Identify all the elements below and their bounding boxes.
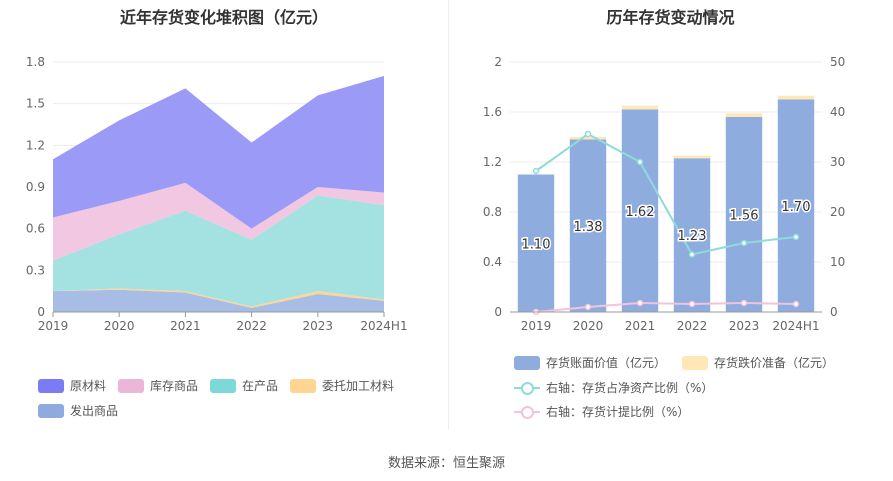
line-series [535,132,797,256]
data-source-footer: 数据来源：恒生聚源 [387,456,505,471]
bar-data-label: 1.62 [626,205,655,220]
area-series [53,75,384,229]
bar-impairment [777,95,815,100]
legend-swatch [210,378,236,393]
y2-tick-label: 20 [830,205,845,219]
y-tick-label: 0.3 [26,263,45,277]
legend-swatch [38,403,64,418]
legend-label: 右轴：存货占净资产比例（%） [546,381,714,395]
legend-swatch [514,355,540,370]
inventory-bar-chart: 00.40.81.21.62010203040501.101.381.621.2… [483,55,845,333]
line-point [740,239,748,247]
legend-item-book-value[interactable]: 存货账面价值（亿元） [514,354,666,371]
stacked-area-chart: 0 0.3 0.6 0.9 1.2 1.5 1.8 2019 2020 2021 2022 2023 2… [26,55,408,333]
line-point [636,299,644,307]
bar-impairment [569,137,607,140]
x-tick-label: 2022 [677,319,708,333]
line-point [532,167,540,175]
y-tick-label: 1.8 [26,55,45,69]
area-series [53,288,384,308]
bar-book-value [517,174,555,312]
legend-label: 存货账面价值（亿元） [546,356,667,370]
legend-label: 在产品 [242,379,279,393]
legend-swatch [514,381,540,395]
x-tick-label: 2019 [521,319,552,333]
area-series [53,289,384,312]
y-tick-label: 1.2 [26,138,45,152]
bar-book-value [777,99,815,312]
legend-swatch [38,378,64,393]
legend-item-impairment[interactable]: 存货跌价准备（亿元） [682,354,834,371]
x-tick-label: 2023 [303,319,334,333]
x-tick-label: 2022 [236,319,267,333]
x-tick-label: 2021 [170,319,201,333]
legend-label: 原材料 [70,379,107,393]
line-point [792,233,800,241]
bar-data-label: 1.70 [782,200,811,215]
legend-label: 右轴：存货计提比例（%） [546,405,690,419]
legend-item-consigned-materials[interactable]: 委托加工材料 [290,377,394,394]
line-point [740,299,748,307]
y-tick-label: 2 [494,55,502,69]
legend-item-net-asset-ratio[interactable]: 右轴：存货占净资产比例（%） [514,379,713,396]
bar-data-label: 1.10 [522,237,551,252]
y-tick-label: 0.8 [483,205,502,219]
y-tick-label: 0.6 [26,222,45,236]
chart2-title: 历年存货变动情况 [606,8,735,27]
line-series [535,301,797,313]
bar-data-label: 1.56 [730,209,759,224]
bar-impairment [673,155,711,159]
x-tick-label: 2024H1 [772,319,819,333]
x-tick-label: 2020 [573,319,604,333]
legend-swatch [290,378,316,393]
legend-item-finished-goods[interactable]: 库存商品 [118,377,198,394]
bar-data-label: 1.38 [574,220,603,235]
bar-impairment [725,113,763,117]
y-tick-label: 1.6 [483,105,502,119]
legend-swatch [118,378,144,393]
line-point [688,300,696,308]
legend-item-provision-ratio[interactable]: 右轴：存货计提比例（%） [514,403,689,420]
y2-tick-label: 0 [830,305,838,319]
legend-label: 库存商品 [150,379,199,393]
y-tick-label: 0 [494,305,502,319]
bar-book-value [621,109,659,312]
x-tick-label: 2023 [729,319,760,333]
x-tick-label: 2020 [104,319,135,333]
y2-tick-label: 10 [830,255,845,269]
line-point [792,300,800,308]
legend-label: 发出商品 [70,404,119,418]
y-tick-label: 1.2 [483,155,502,169]
bar-book-value [673,158,711,312]
bar-book-value [569,139,607,312]
legend-swatch [514,405,540,419]
legend-label: 委托加工材料 [322,379,395,393]
y-tick-label: 0.9 [26,180,45,194]
line-point [584,130,592,138]
legend-item-raw-materials[interactable]: 原材料 [38,377,106,394]
y-tick-label: 0.4 [483,255,502,269]
line-point [584,303,592,311]
y2-tick-label: 40 [830,105,845,119]
x-tick-label: 2021 [625,319,656,333]
line-point [688,251,696,258]
legend-label: 存货跌价准备（亿元） [714,356,835,370]
line-point [636,158,644,166]
y-tick-label: 0 [37,305,45,319]
bar-impairment [621,105,659,110]
legend-item-wip[interactable]: 在产品 [210,377,278,394]
y2-tick-label: 30 [830,155,845,169]
area-series [53,195,384,307]
bar-data-label: 1.23 [678,229,707,244]
y-tick-label: 1.5 [26,97,45,111]
y2-tick-label: 50 [830,55,845,69]
bar-book-value [725,117,763,312]
area-series [53,182,384,261]
x-tick-label: 2019 [38,319,69,333]
legend-swatch [682,355,708,370]
x-tick-label: 2024H1 [360,319,407,333]
panel-divider [448,0,449,430]
legend-item-goods-shipped[interactable]: 发出商品 [38,402,118,419]
chart1-title: 近年存货变化堆积图（亿元） [119,8,328,27]
